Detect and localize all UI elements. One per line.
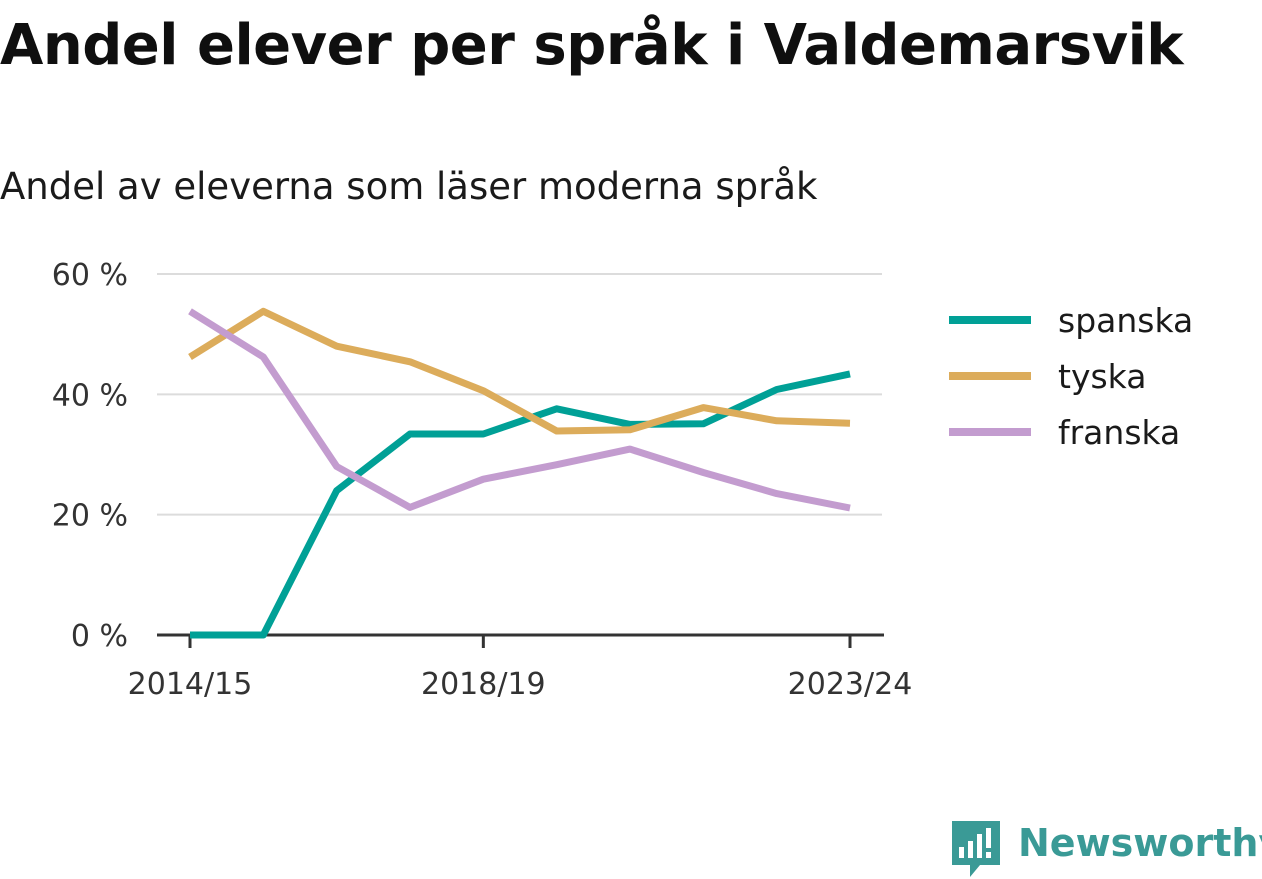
series-line-franska — [188, 308, 851, 512]
y-tick-label: 20 % — [52, 499, 128, 534]
series-line-spanska — [190, 370, 851, 639]
legend-label-spanska: spanska — [1058, 301, 1193, 340]
series-line-tyska — [188, 307, 851, 435]
series-lines — [188, 307, 851, 639]
chart-subtitle: Andel av eleverna som läser moderna språ… — [0, 165, 818, 208]
legend-label-franska: franska — [1058, 413, 1180, 452]
x-tick-label: 2023/24 — [788, 667, 913, 702]
newsworthy-logo-text: Newsworthy — [1018, 821, 1262, 865]
y-tick-label: 40 % — [52, 378, 128, 413]
y-tick-label: 60 % — [52, 258, 128, 293]
chart-title: Andel elever per språk i Valdemarsvik — [0, 13, 1184, 78]
x-tick-label: 2018/19 — [421, 667, 546, 702]
legend-label-tyska: tyska — [1058, 357, 1146, 396]
newsworthy-logo-icon — [952, 821, 1000, 877]
newsworthy-logo: Newsworthy — [950, 819, 1262, 879]
y-tick-label: 0 % — [71, 619, 128, 654]
x-tick-label: 2014/15 — [128, 667, 253, 702]
axes: 0 % 20 % 40 % 60 % 2014/15 2018/19 2023/24 — [52, 258, 913, 702]
legend: spanska tyska franska — [949, 301, 1193, 452]
